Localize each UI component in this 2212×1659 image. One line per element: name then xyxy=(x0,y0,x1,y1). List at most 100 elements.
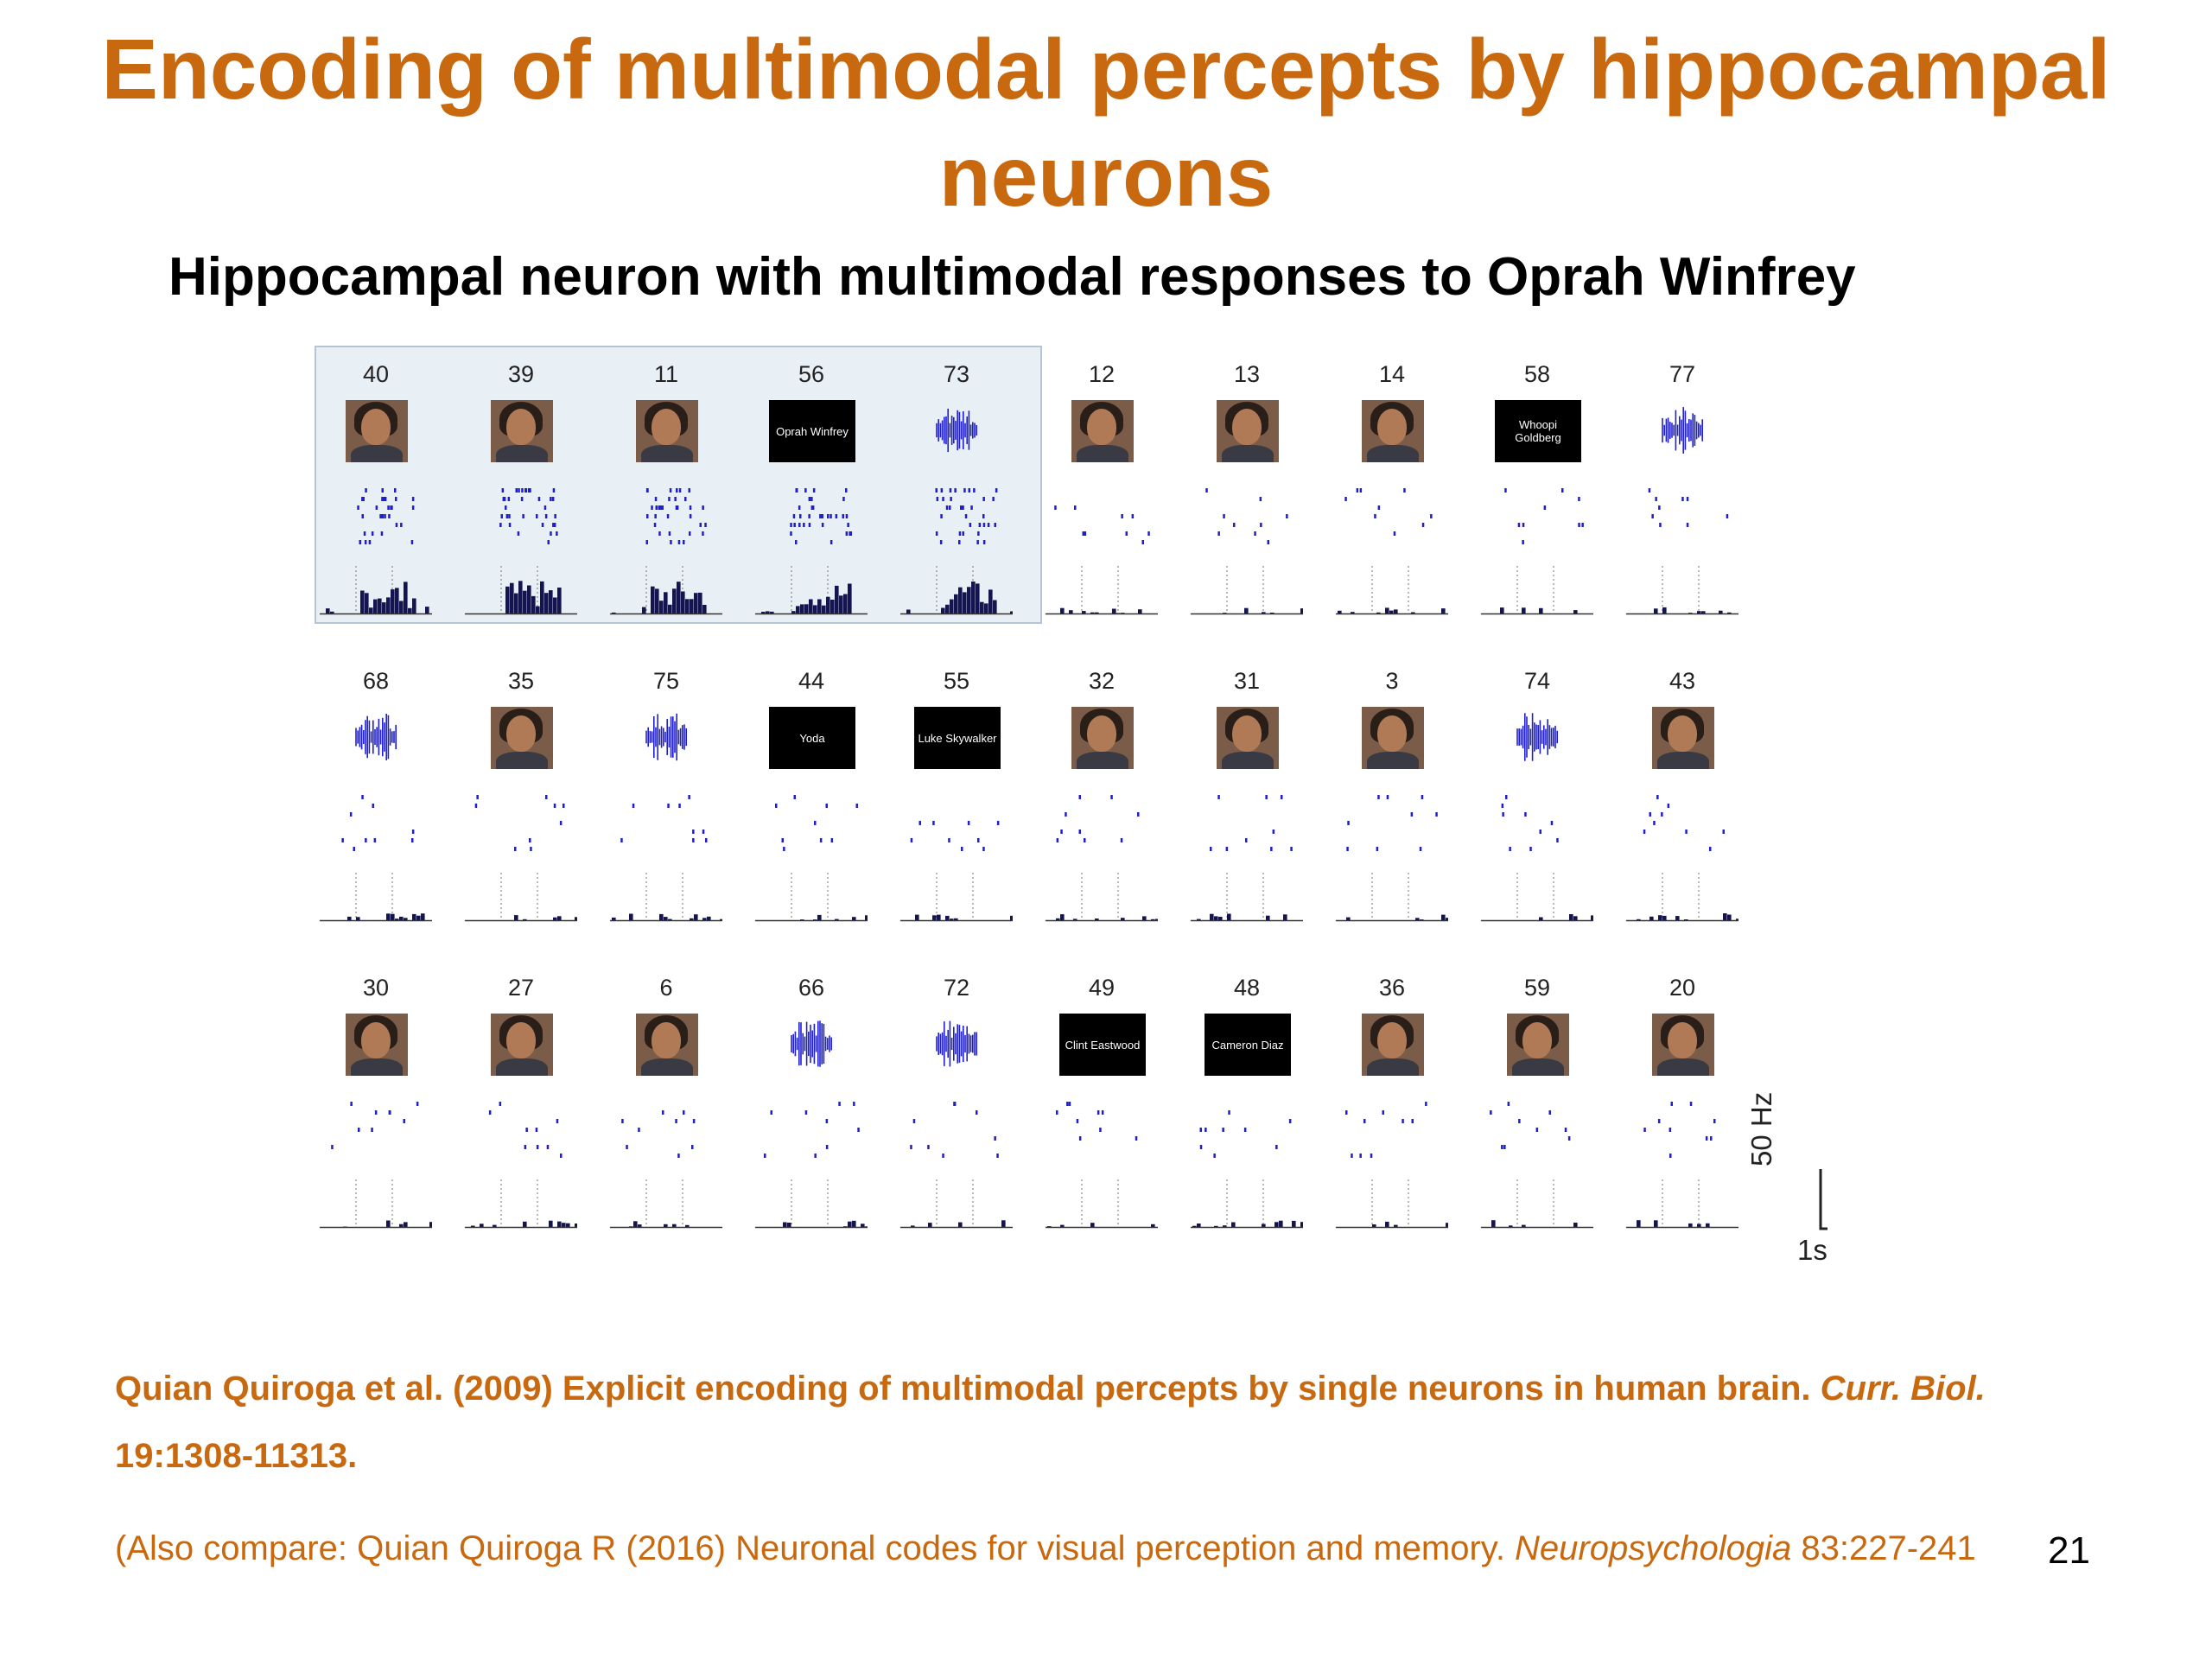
spike-tick xyxy=(1254,531,1256,536)
spike-tick xyxy=(1056,838,1059,842)
psth-bar xyxy=(553,917,557,920)
psth-bar xyxy=(523,1221,527,1227)
psth-bar xyxy=(1244,607,1249,613)
psth-bar xyxy=(915,914,919,920)
spike-tick xyxy=(1359,488,1363,493)
psth-bar xyxy=(1142,916,1147,920)
spike-tick xyxy=(1345,1110,1348,1115)
spike-tick xyxy=(953,1102,957,1106)
spike-tick xyxy=(1137,812,1140,817)
spike-tick xyxy=(855,804,858,808)
spike-tick xyxy=(932,821,935,825)
psth-bar xyxy=(950,918,954,920)
psth-bar xyxy=(1262,1224,1266,1227)
spike-tick xyxy=(1228,1110,1230,1115)
spike-tick xyxy=(658,505,661,510)
spike-tick xyxy=(1217,531,1220,536)
spike-tick xyxy=(505,505,507,510)
spike-tick xyxy=(1548,1110,1551,1115)
psth-histogram xyxy=(1336,566,1448,615)
spike-tick xyxy=(842,514,844,518)
spike-raster xyxy=(488,1102,563,1158)
psth-bar xyxy=(1522,1224,1526,1227)
spike-tick xyxy=(1643,1128,1646,1132)
spike-tick xyxy=(654,514,657,518)
spike-tick xyxy=(500,514,503,518)
spike-tick xyxy=(501,488,505,493)
spike-tick xyxy=(388,1110,391,1115)
spike-tick xyxy=(503,497,506,501)
spike-tick xyxy=(1199,1128,1202,1132)
spike-tick xyxy=(803,523,805,527)
psth-bar xyxy=(958,587,963,613)
psth-bar xyxy=(518,581,523,613)
spike-tick xyxy=(1669,1154,1672,1158)
psth-bar xyxy=(668,918,672,920)
spike-tick xyxy=(808,523,811,527)
spike-tick xyxy=(1233,523,1236,527)
spike-tick xyxy=(958,540,961,544)
spike-tick xyxy=(646,488,649,493)
psth-bar xyxy=(685,599,690,613)
psth-bar xyxy=(1441,608,1446,613)
spike-tick xyxy=(994,523,996,527)
stimulus-photo xyxy=(491,400,553,462)
spike-raster xyxy=(1504,488,1584,544)
psth-bar xyxy=(813,919,817,920)
psth-bar xyxy=(421,913,425,920)
spike-tick xyxy=(552,523,555,527)
stimulus-photo xyxy=(636,400,698,462)
stimulus-photo xyxy=(1071,400,1134,462)
spike-raster xyxy=(775,795,858,851)
spike-tick xyxy=(819,838,823,842)
psth-bar xyxy=(1697,611,1701,613)
stimulus-voice-waveform: Luke Skywalker xyxy=(918,1020,995,1068)
stimulus-number: 30 xyxy=(362,975,390,1001)
spike-tick xyxy=(1578,497,1580,501)
also-journal: Neuropsychologia xyxy=(1515,1529,1792,1567)
spike-tick xyxy=(387,505,390,510)
psth-bar xyxy=(1385,607,1389,613)
spike-tick xyxy=(364,540,367,544)
spike-tick xyxy=(1653,821,1656,825)
spike-tick xyxy=(1522,523,1525,527)
spike-tick xyxy=(702,830,705,834)
spike-tick xyxy=(1199,1145,1203,1149)
spike-tick xyxy=(1382,1110,1384,1115)
spike-tick xyxy=(935,488,938,493)
psth-bar xyxy=(1197,918,1201,920)
spike-tick xyxy=(689,514,692,518)
psth-bar xyxy=(906,609,911,613)
spike-tick xyxy=(362,497,365,501)
scale-y-label: 50 Hz xyxy=(1745,1091,1777,1166)
stimulus-number: 72 xyxy=(943,975,970,1001)
psth-bar xyxy=(1446,918,1448,920)
spike-tick xyxy=(371,1128,373,1132)
psth-histogram xyxy=(755,873,868,922)
psth-bar xyxy=(575,917,577,920)
spike-tick xyxy=(474,804,478,808)
psth-bar xyxy=(1415,918,1420,920)
psth-histogram xyxy=(1046,566,1158,615)
psth-bar xyxy=(642,607,646,613)
citation-journal: Curr. Biol. xyxy=(1820,1370,1986,1408)
spike-tick xyxy=(940,488,944,493)
psth-bar xyxy=(865,915,868,920)
psth-bar xyxy=(945,915,950,920)
spike-raster xyxy=(499,488,558,544)
stimulus-panel: 27 xyxy=(465,959,610,1244)
psth-histogram xyxy=(755,566,868,615)
spike-tick xyxy=(1556,838,1559,842)
psth-bar xyxy=(629,913,633,920)
stimulus-voice-waveform: Darth Vader xyxy=(772,1020,850,1068)
spike-tick xyxy=(935,531,938,536)
spike-tick xyxy=(1344,497,1347,501)
spike-tick xyxy=(621,1119,624,1123)
psth-bar xyxy=(839,595,843,613)
spike-tick xyxy=(783,847,785,851)
spike-tick xyxy=(411,505,415,510)
spike-tick xyxy=(962,505,964,510)
stimulus-panel: 20 xyxy=(1626,959,1771,1244)
spike-tick xyxy=(798,505,801,510)
spike-tick xyxy=(792,514,796,518)
